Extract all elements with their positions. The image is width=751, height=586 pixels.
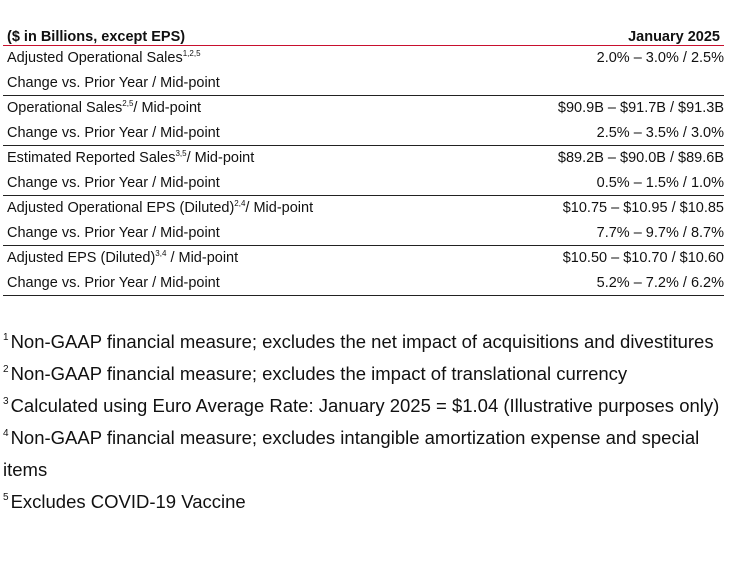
row-label: Change vs. Prior Year / Mid-point bbox=[7, 74, 220, 91]
row-label: Change vs. Prior Year / Mid-point bbox=[7, 274, 220, 291]
row-value: 7.7% – 9.7% / 8.7% bbox=[596, 224, 724, 241]
row-value: 2.5% – 3.5% / 3.0% bbox=[596, 124, 724, 141]
table-row: Change vs. Prior Year / Mid-point bbox=[3, 71, 724, 96]
row-value: $89.2B – $90.0B / $89.6B bbox=[557, 150, 724, 167]
row-label: Adjusted Operational EPS (Diluted)2,4/ M… bbox=[7, 199, 314, 217]
table-row: Change vs. Prior Year / Mid-point 7.7% –… bbox=[3, 221, 724, 246]
row-group-adjusted-operational-eps: Adjusted Operational EPS (Diluted)2,4/ M… bbox=[3, 196, 724, 246]
footnote-1: 1 Non-GAAP financial measure; excludes th… bbox=[3, 326, 723, 358]
row-label: Change vs. Prior Year / Mid-point bbox=[7, 224, 220, 241]
guidance-table: ($ in Billions, except EPS) January 2025… bbox=[3, 22, 724, 296]
row-label: Adjusted EPS (Diluted)3,4 / Mid-point bbox=[7, 249, 239, 267]
footnote-text: Non-GAAP financial measure; excludes the… bbox=[10, 331, 714, 352]
footnote-number: 4 bbox=[3, 428, 9, 439]
footnote-2: 2 Non-GAAP financial measure; excludes th… bbox=[3, 358, 723, 390]
row-label: Change vs. Prior Year / Mid-point bbox=[7, 124, 220, 141]
footnote-ref: 1,2,5 bbox=[182, 49, 201, 59]
row-value: 0.5% – 1.5% / 1.0% bbox=[596, 174, 724, 191]
table-row: Adjusted Operational EPS (Diluted)2,4/ M… bbox=[3, 196, 724, 221]
row-group-estimated-reported-sales: Estimated Reported Sales3,5/ Mid-point $… bbox=[3, 146, 724, 196]
footnote-5: 5 Excludes COVID-19 Vaccine bbox=[3, 486, 723, 518]
row-group-operational-sales: Operational Sales2,5/ Mid-point $90.9B –… bbox=[3, 96, 724, 146]
row-label: Change vs. Prior Year / Mid-point bbox=[7, 174, 220, 191]
footnote-ref: 2,5 bbox=[122, 99, 134, 109]
row-value: 2.0% – 3.0% / 2.5% bbox=[596, 50, 724, 67]
footnote-3: 3 Calculated using Euro Average Rate: Jan… bbox=[3, 390, 723, 422]
row-label: Estimated Reported Sales3,5/ Mid-point bbox=[7, 149, 255, 167]
footnote-text: Non-GAAP financial measure; excludes the… bbox=[10, 363, 628, 384]
row-group-adjusted-operational-sales: Adjusted Operational Sales1,2,5 2.0% – 3… bbox=[3, 46, 724, 96]
row-value: $90.9B – $91.7B / $91.3B bbox=[557, 100, 724, 117]
footnote-ref: 3,5 bbox=[175, 149, 187, 159]
table-row: Operational Sales2,5/ Mid-point $90.9B –… bbox=[3, 96, 724, 121]
table-row: Adjusted EPS (Diluted)3,4 / Mid-point $1… bbox=[3, 246, 724, 271]
table-row: Change vs. Prior Year / Mid-point 0.5% –… bbox=[3, 171, 724, 196]
row-value: 5.2% – 7.2% / 6.2% bbox=[596, 274, 724, 291]
header-label: ($ in Billions, except EPS) bbox=[7, 29, 186, 45]
footnote-text: Calculated using Euro Average Rate: Janu… bbox=[10, 395, 720, 416]
footnote-number: 3 bbox=[3, 396, 9, 407]
table-row: Change vs. Prior Year / Mid-point 2.5% –… bbox=[3, 121, 724, 146]
footnotes: 1 Non-GAAP financial measure; excludes th… bbox=[3, 326, 723, 518]
table-row: Change vs. Prior Year / Mid-point 5.2% –… bbox=[3, 271, 724, 296]
footnote-number: 5 bbox=[3, 492, 9, 503]
footnote-number: 2 bbox=[3, 364, 9, 375]
footnote-text: Non-GAAP financial measure; excludes int… bbox=[3, 427, 700, 480]
header-period: January 2025 bbox=[628, 29, 720, 45]
table-row: Estimated Reported Sales3,5/ Mid-point $… bbox=[3, 146, 724, 171]
table-header-row: ($ in Billions, except EPS) January 2025 bbox=[3, 22, 724, 46]
row-group-adjusted-eps: Adjusted EPS (Diluted)3,4 / Mid-point $1… bbox=[3, 246, 724, 296]
footnote-4: 4 Non-GAAP financial measure; excludes in… bbox=[3, 422, 723, 486]
footnote-number: 1 bbox=[3, 332, 9, 343]
footnote-ref: 2,4 bbox=[234, 199, 246, 209]
footnote-ref: 3,4 bbox=[155, 249, 167, 259]
footnote-text: Excludes COVID-19 Vaccine bbox=[10, 491, 246, 512]
row-label: Operational Sales2,5/ Mid-point bbox=[7, 99, 202, 117]
table-row: Adjusted Operational Sales1,2,5 2.0% – 3… bbox=[3, 46, 724, 71]
row-value: $10.75 – $10.95 / $10.85 bbox=[562, 200, 724, 217]
row-label: Adjusted Operational Sales1,2,5 bbox=[7, 49, 201, 67]
row-value: $10.50 – $10.70 / $10.60 bbox=[562, 250, 724, 267]
